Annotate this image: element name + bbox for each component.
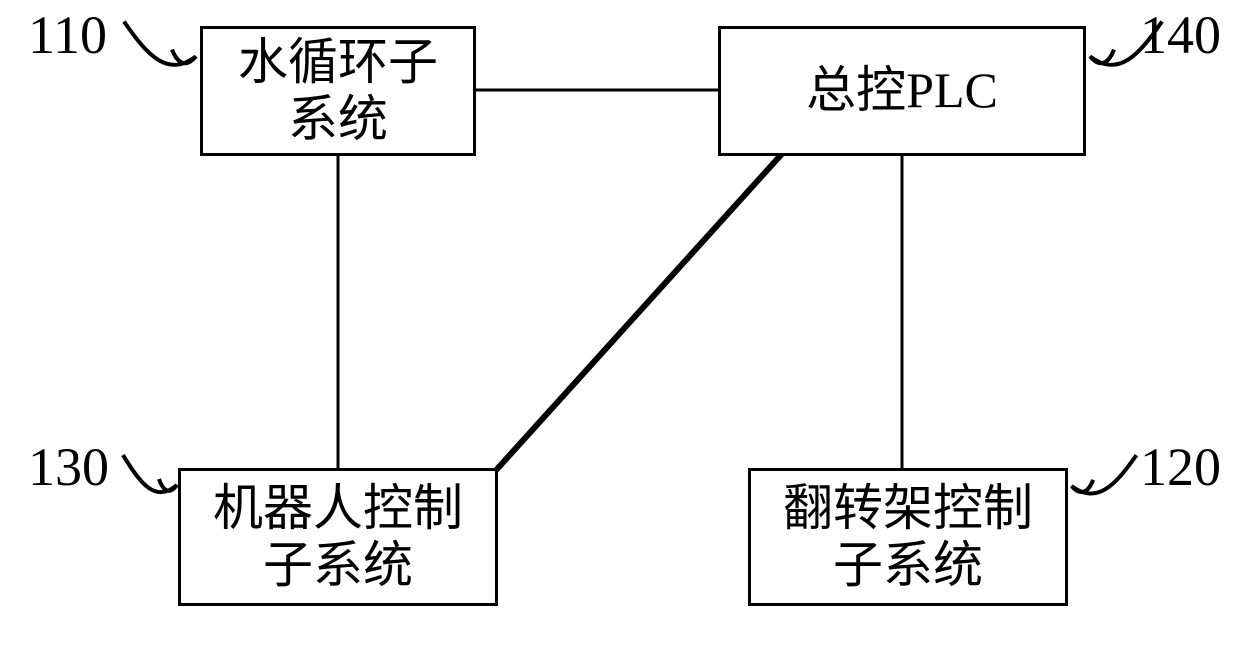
callout-130 <box>120 452 180 512</box>
node-label: 翻转架控制子系统 <box>783 480 1033 595</box>
node-water-cycle-subsystem: 水循环子系统 <box>200 26 476 156</box>
ref-label-120: 120 <box>1140 440 1221 494</box>
node-label: 水循环子系统 <box>238 34 438 149</box>
ref-label-130: 130 <box>28 440 109 494</box>
node-master-plc: 总控PLC <box>718 26 1086 156</box>
callout-110 <box>120 18 200 88</box>
node-label: 总控PLC <box>806 62 998 120</box>
node-label: 机器人控制子系统 <box>213 480 463 595</box>
ref-label-110: 110 <box>28 8 107 62</box>
callout-140 <box>1086 18 1166 88</box>
node-flip-frame-control-subsystem: 翻转架控制子系统 <box>748 468 1068 606</box>
callout-120 <box>1068 452 1140 514</box>
node-robot-control-subsystem: 机器人控制子系统 <box>178 468 498 606</box>
